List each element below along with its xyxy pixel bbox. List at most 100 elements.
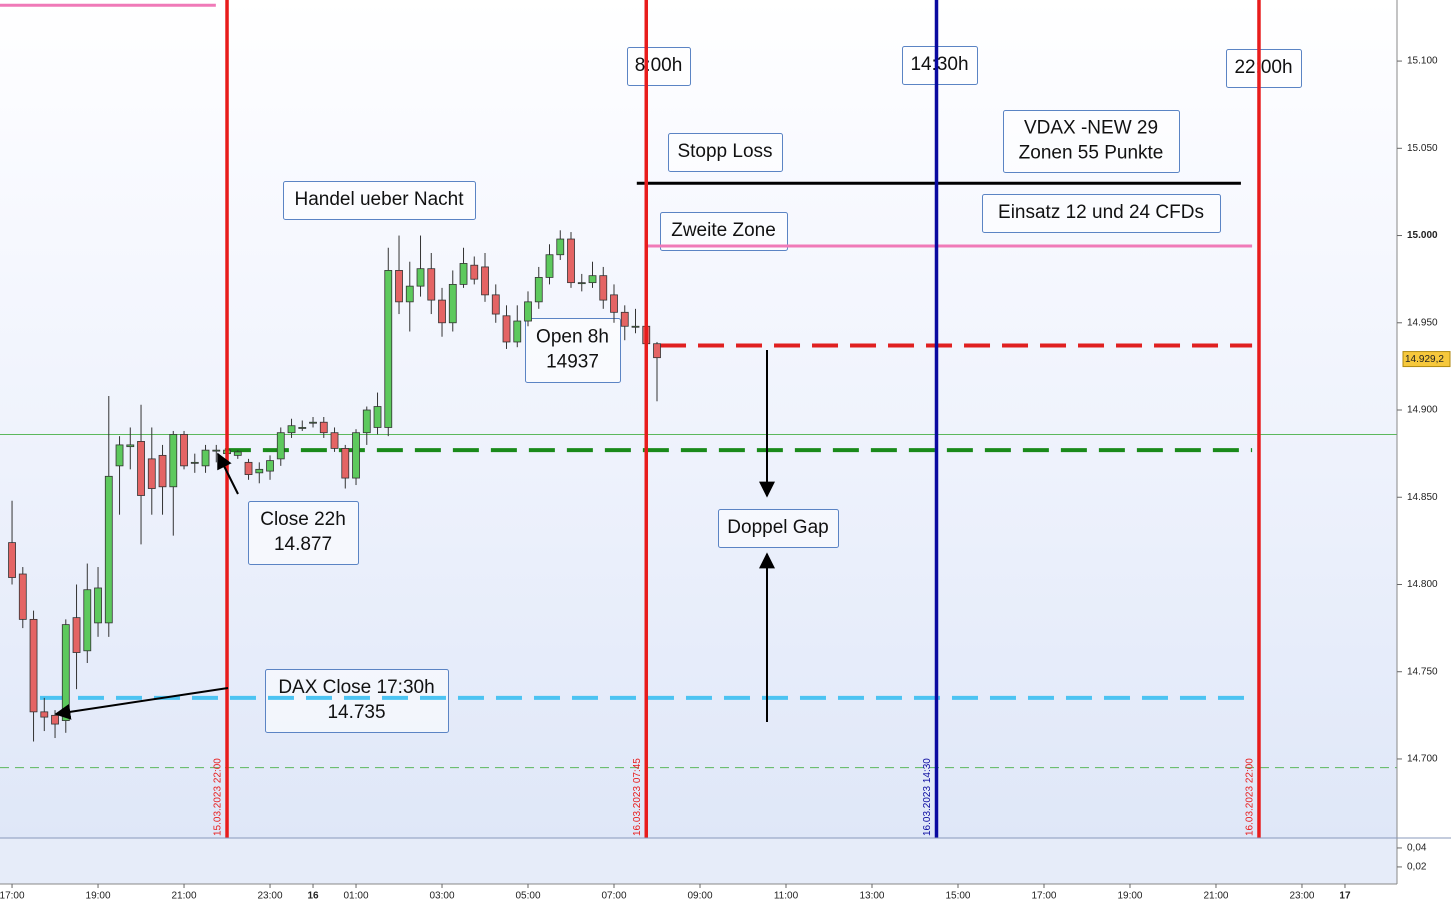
candle-body [115, 444, 124, 467]
plot-background [0, 0, 1397, 838]
candle-body [8, 542, 16, 578]
candle-body [51, 714, 59, 725]
candle-body [255, 468, 264, 474]
annotation-text: Open 8h [536, 327, 609, 348]
candle-body [577, 282, 586, 285]
annotation-box [668, 133, 783, 172]
x-tick-label: 21:00 [1203, 891, 1228, 902]
x-tick-label: 15:00 [945, 891, 970, 902]
x-tick-label: 23:00 [1289, 891, 1314, 902]
candle-body [362, 409, 371, 434]
x-tick-label: 23:00 [258, 891, 283, 902]
candle-body [201, 449, 210, 467]
annotation: 14:30h [902, 46, 978, 85]
x-tick-label: 21:00 [172, 891, 197, 902]
annotation: Doppel Gap [718, 509, 839, 548]
y-tick-label: 0,04 [1407, 843, 1427, 854]
candle-body [330, 432, 339, 449]
annotation-box [1003, 110, 1180, 173]
annotation-box [248, 501, 359, 565]
x-tick-label: 16 [307, 891, 319, 902]
candle-body [233, 451, 242, 456]
annotation-text: Doppel Gap [727, 517, 828, 538]
annotation-text: 14.877 [274, 534, 332, 555]
candle-body [40, 711, 49, 718]
annotation-box [982, 194, 1221, 233]
time-line-label: 16.03.2023 14:30 [922, 758, 933, 836]
x-tick-label: 05:00 [515, 891, 540, 902]
candle-body [72, 617, 81, 653]
x-tick-label: 07:00 [601, 891, 626, 902]
annotation-text: Stopp Loss [677, 141, 772, 162]
y-tick-label: 14.750 [1407, 666, 1438, 677]
candle-body [83, 589, 92, 652]
candle-body [588, 275, 597, 284]
candle-body [438, 299, 446, 324]
annotation: 22:00h [1226, 49, 1302, 88]
time-line-label: 16.03.2023 22:00 [1245, 758, 1256, 836]
candle-body [534, 277, 543, 303]
candle-body [459, 263, 468, 285]
candle-body [620, 311, 629, 327]
x-tick-label: 09:00 [687, 891, 712, 902]
candle-body [567, 238, 575, 284]
candle-body [491, 294, 500, 315]
annotation-text: Zonen 55 Punkte [1019, 143, 1164, 164]
x-tick-label: 01:00 [344, 891, 369, 902]
annotation-text: Zweite Zone [671, 220, 776, 241]
candle-body [556, 238, 565, 256]
candle-body [481, 266, 489, 296]
annotation-box [718, 509, 839, 548]
candle-body [169, 434, 178, 488]
candle-body [158, 454, 167, 488]
candle-body [18, 573, 27, 620]
candle-body [309, 421, 317, 424]
candle-body [94, 587, 102, 624]
annotation: Einsatz 12 und 24 CFDs [982, 194, 1221, 233]
x-tick-label: 17:00 [0, 891, 25, 902]
y-tick-label: 15.000 [1407, 230, 1438, 241]
candle-body [104, 475, 113, 624]
candle-body [653, 343, 661, 359]
candle-body [427, 268, 436, 301]
y-tick-label: 14.700 [1407, 754, 1438, 765]
x-tick-label: 13:00 [859, 891, 884, 902]
candle-body [502, 315, 511, 343]
candle-body [298, 427, 307, 429]
annotation: Open 8h 14937 [525, 318, 621, 383]
y-tick-label: 15.100 [1407, 56, 1438, 67]
annotation: 8:00h [627, 47, 691, 86]
arrow [54, 687, 229, 720]
candle-body [610, 294, 618, 313]
annotation-box [283, 181, 476, 220]
candle-body [405, 285, 414, 303]
candle-body [287, 425, 296, 434]
x-tick-label: 19:00 [1117, 891, 1142, 902]
candle-body [29, 618, 38, 713]
annotation-text: 14:30h [910, 54, 968, 75]
annotation-box [660, 212, 788, 251]
candle-body [180, 434, 188, 467]
annotation: Close 22h 14.877 [248, 501, 359, 565]
arrow [217, 452, 239, 495]
candle-body [524, 301, 532, 322]
annotation-text: Close 22h [260, 509, 346, 530]
x-tick-label: 11:00 [774, 891, 799, 902]
annotation: Handel ueber Nacht [283, 181, 476, 220]
annotation-text: 14.735 [327, 702, 385, 723]
y-tick-label: 14.850 [1407, 492, 1438, 503]
x-tick-label: 19:00 [86, 891, 111, 902]
time-line-label: 15.03.2023 22:00 [213, 758, 224, 836]
candle-body [631, 325, 640, 328]
candle-body [137, 441, 145, 496]
candle-body [212, 449, 221, 452]
annotation-text: 8:00h [635, 55, 683, 76]
x-tick-label: 03:00 [430, 891, 455, 902]
annotation-box [525, 318, 621, 383]
candle-body [470, 264, 479, 280]
candle-body [513, 320, 522, 343]
candle-body [384, 270, 393, 428]
annotation: Stopp Loss [668, 133, 783, 172]
